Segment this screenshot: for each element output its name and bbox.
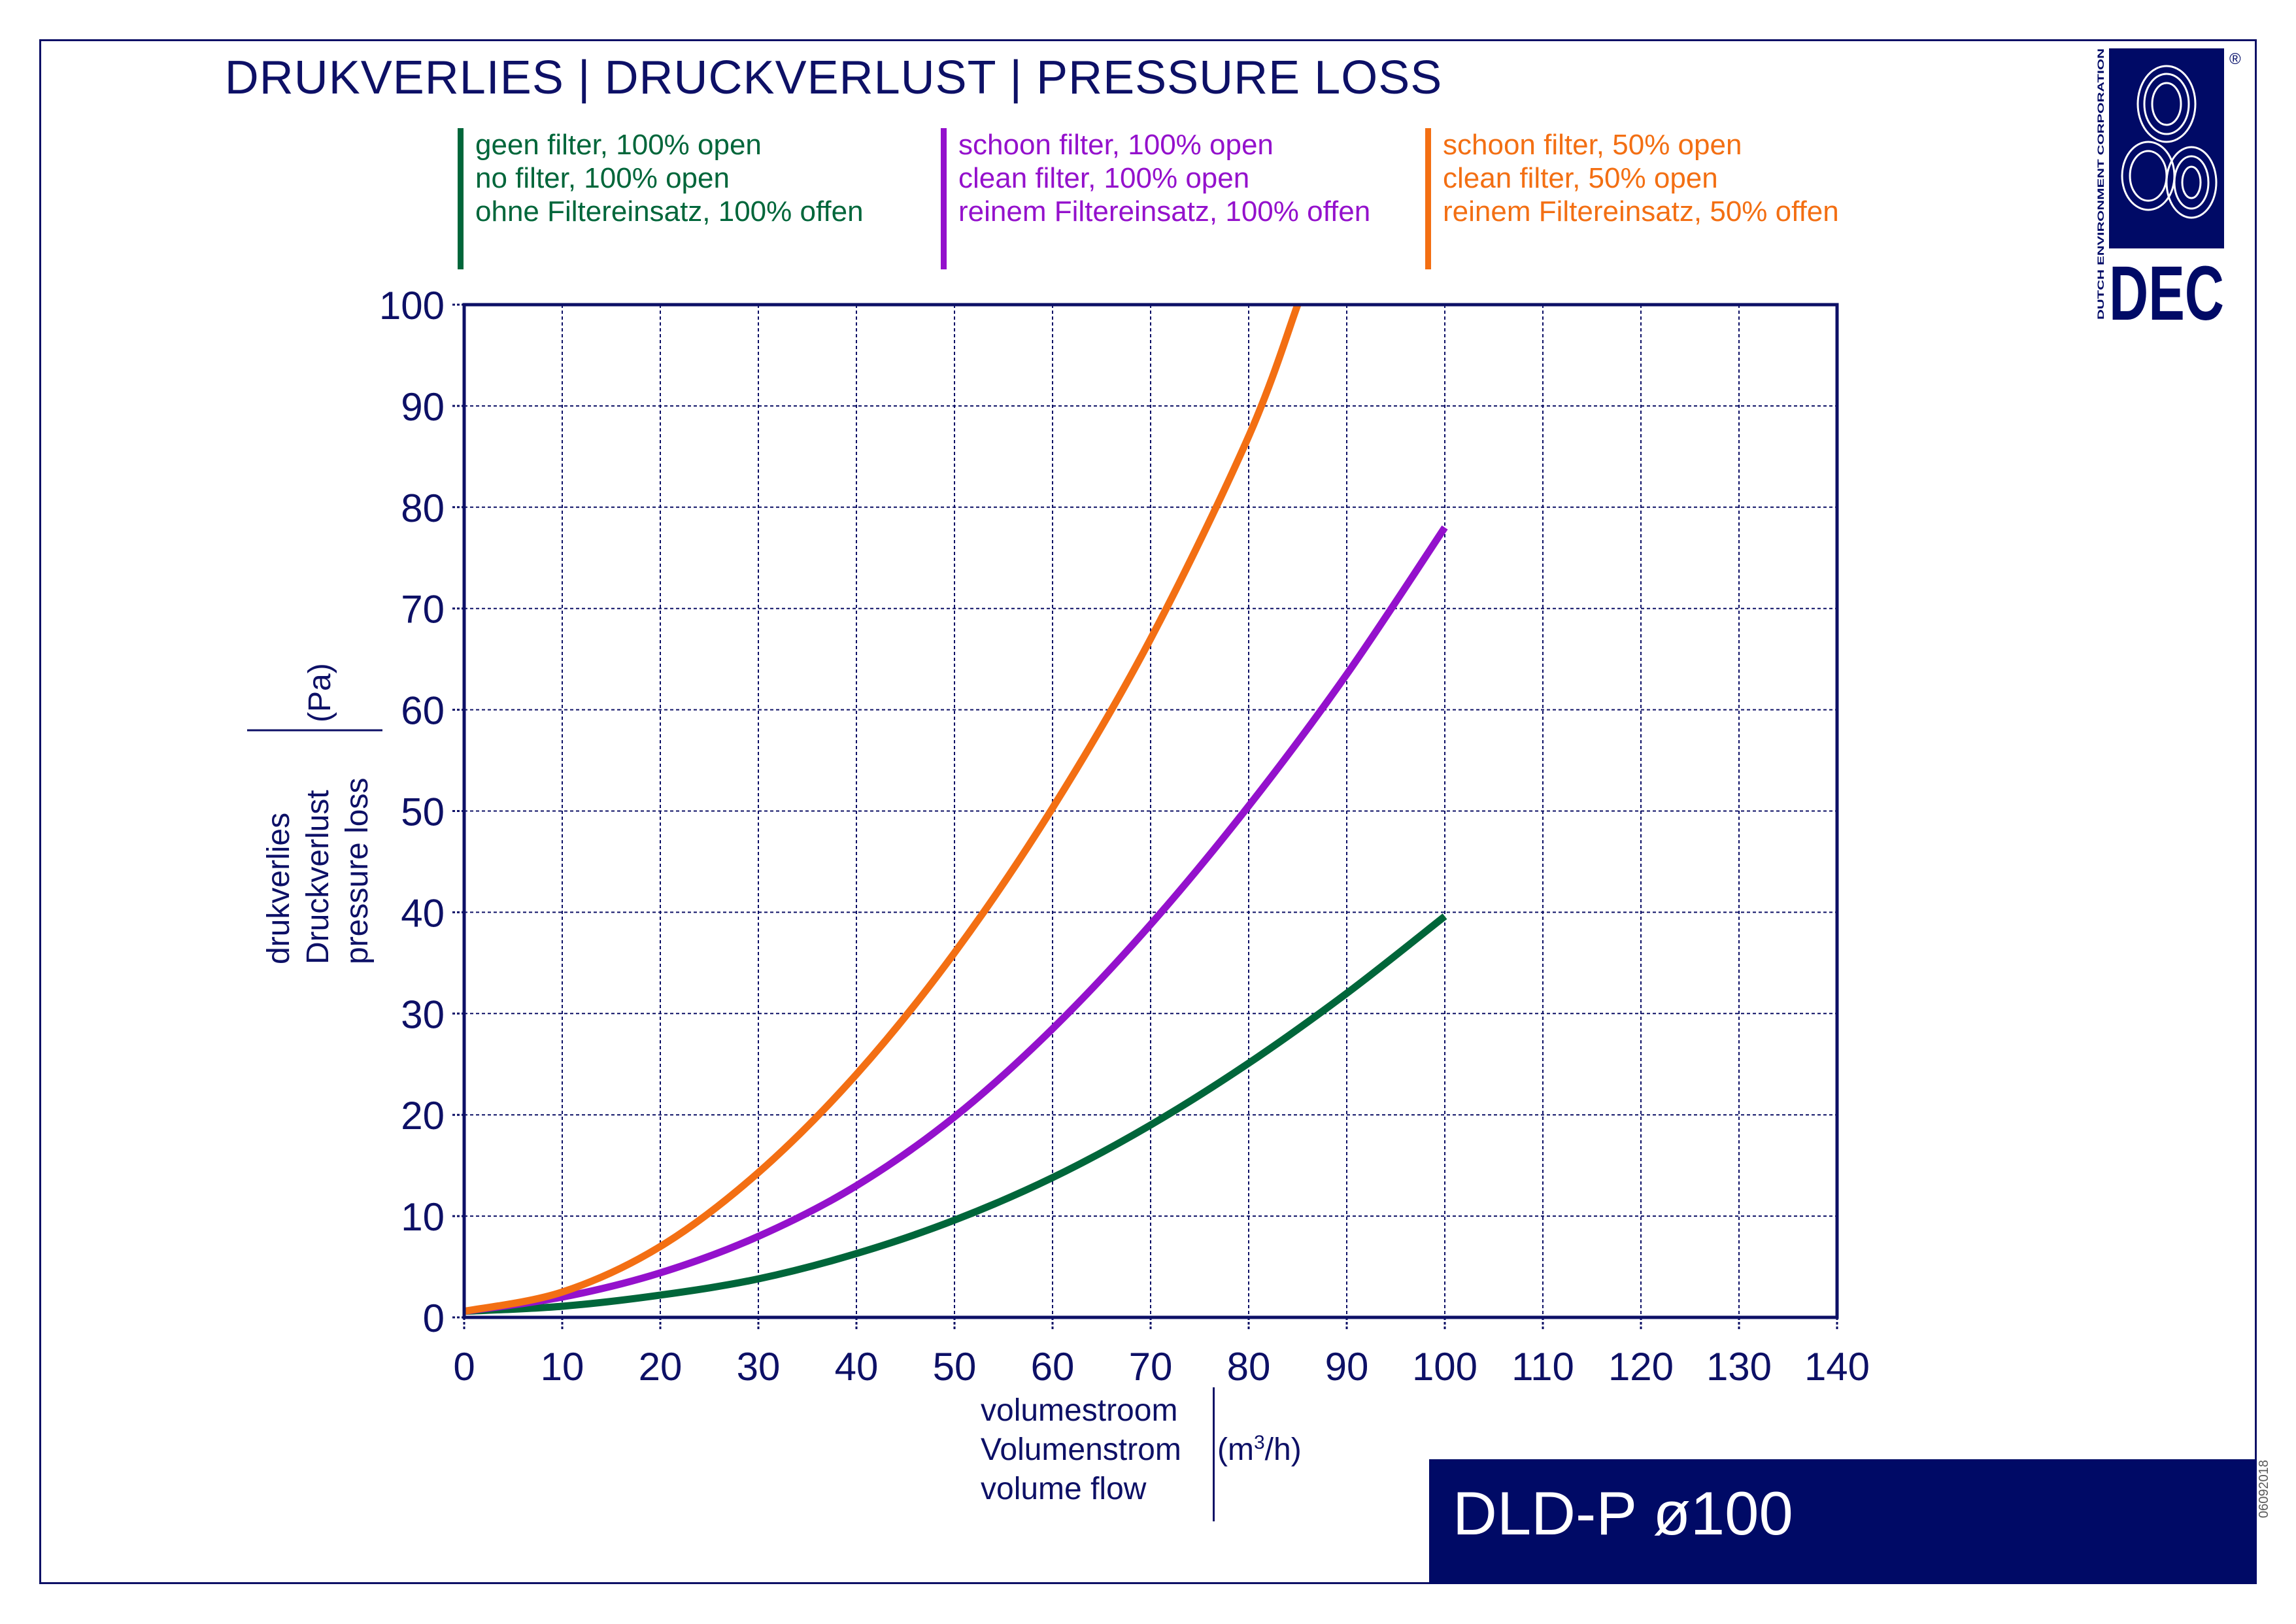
legend-line: schoon filter, 50% open <box>1443 129 1742 161</box>
x-tick-label: 40 <box>835 1345 879 1389</box>
logo-swirl-icon <box>2121 65 2218 219</box>
y-tick-label: 100 <box>379 284 445 328</box>
chart-grid <box>464 305 1837 1317</box>
x-unit-tail: /h) <box>1264 1432 1302 1467</box>
x-axis-unit: (m3/h) <box>1217 1432 1302 1468</box>
x-axis-label-rule <box>1213 1387 1215 1521</box>
product-title: DLD-P ø100 <box>1453 1479 1793 1548</box>
logo-emblem-bg <box>2109 48 2224 248</box>
y-axis-label-line: pressure loss <box>340 778 375 964</box>
x-axis-label: volumestroom Volumenstrom volume flow <box>981 1391 1181 1509</box>
series-line-0 <box>464 913 1447 1315</box>
chart-curves <box>463 303 1448 1315</box>
x-tick-label: 110 <box>1511 1345 1574 1389</box>
y-tick-label: 40 <box>401 891 445 935</box>
y-axis-label: drukverlies Druckverlust pressure loss (… <box>247 663 382 964</box>
x-axis-label-line: volumestroom <box>981 1393 1178 1428</box>
series-line-2 <box>463 303 1302 1315</box>
legend-line: clean filter, 100% open <box>958 162 1250 194</box>
y-tick-label: 80 <box>401 486 445 530</box>
x-tick-label: 120 <box>1608 1345 1674 1389</box>
y-tick-label: 90 <box>401 385 445 429</box>
x-tick-label: 60 <box>1031 1345 1075 1389</box>
x-unit-base: (m <box>1217 1432 1254 1467</box>
x-tick-label: 50 <box>933 1345 977 1389</box>
y-axis-label-line: Druckverlust <box>301 790 335 964</box>
y-tick-label: 50 <box>401 790 445 834</box>
x-tick-label: 20 <box>639 1345 683 1389</box>
legend-line: geen filter, 100% open <box>475 129 762 161</box>
legend-entry-clean-filter-50: schoon filter, 50% open clean filter, 50… <box>1425 128 1839 269</box>
document-code: 06092018 <box>2257 1460 2271 1518</box>
legend-line: schoon filter, 100% open <box>958 129 1274 161</box>
x-tick-label: 0 <box>453 1345 475 1389</box>
legend-line: no filter, 100% open <box>475 162 730 194</box>
x-tick-label: 70 <box>1129 1345 1173 1389</box>
chart-ticks: 0 10 20 30 40 50 60 70 80 90 100 110 120 130 140 0 10 20 3… <box>379 284 1870 1389</box>
x-unit-sup: 3 <box>1253 1432 1265 1453</box>
page-frame <box>39 39 2257 1584</box>
chart-title: DRUKVERLIES | DRUCKVERLUST | PRESSURE LO… <box>224 52 1443 104</box>
dec-brand-logo: DEC DUTCH ENVIRONMENT CORPORATION ® <box>2083 42 2245 337</box>
series-line-1 <box>464 525 1448 1315</box>
x-axis-label-line: Volumenstrom <box>981 1432 1181 1467</box>
y-tick-label: 70 <box>401 588 445 632</box>
logo-corporation-text: DUTCH ENVIRONMENT CORPORATION <box>2095 48 2106 320</box>
x-tick-label: 30 <box>737 1345 781 1389</box>
x-tick-label: 130 <box>1706 1345 1772 1389</box>
x-tick-label: 90 <box>1325 1345 1369 1389</box>
logo-text: DEC <box>2109 250 2224 330</box>
y-tick-label: 30 <box>401 992 445 1036</box>
legend-line: reinem Filtereinsatz, 100% offen <box>958 195 1371 228</box>
legend-entry-clean-filter-100: schoon filter, 100% open clean filter, 1… <box>941 128 1370 269</box>
legend-line: clean filter, 50% open <box>1443 162 1718 194</box>
y-tick-label: 60 <box>401 689 445 733</box>
registered-mark: ® <box>2229 50 2241 68</box>
legend-entry-no-filter: geen filter, 100% open no filter, 100% o… <box>458 128 864 269</box>
x-axis-label-line: volume flow <box>981 1472 1147 1506</box>
legend-line: ohne Filtereinsatz, 100% offen <box>475 195 864 228</box>
legend-line: reinem Filtereinsatz, 50% offen <box>1443 195 1839 228</box>
footer-product-box <box>1429 1459 2257 1584</box>
x-tick-label: 10 <box>541 1345 584 1389</box>
y-axis-unit: (Pa) <box>303 663 337 722</box>
y-axis-label-line: drukverlies <box>262 813 296 964</box>
x-tick-label: 100 <box>1412 1345 1477 1389</box>
y-tick-label: 10 <box>401 1195 445 1239</box>
y-tick-label: 20 <box>401 1094 445 1138</box>
y-tick-label: 0 <box>423 1296 445 1340</box>
x-tick-label: 80 <box>1227 1345 1271 1389</box>
x-tick-label: 140 <box>1804 1345 1870 1389</box>
